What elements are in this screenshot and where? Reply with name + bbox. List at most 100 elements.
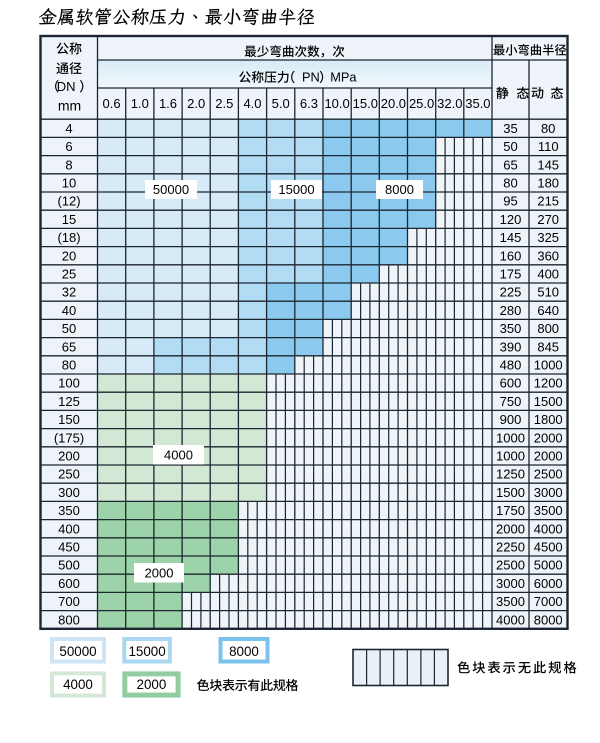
svg-text:1500: 1500 bbox=[534, 394, 563, 409]
svg-text:5000: 5000 bbox=[534, 558, 563, 573]
svg-text:mm: mm bbox=[58, 97, 81, 113]
svg-text:4000: 4000 bbox=[63, 677, 93, 692]
svg-text:100: 100 bbox=[58, 376, 80, 391]
svg-text:750: 750 bbox=[500, 394, 522, 409]
svg-text:50000: 50000 bbox=[59, 644, 96, 659]
svg-text:225: 225 bbox=[500, 285, 522, 300]
svg-text:200: 200 bbox=[58, 449, 80, 464]
svg-text:(18): (18) bbox=[57, 230, 80, 245]
svg-text:(175): (175) bbox=[54, 430, 84, 445]
svg-text:2000: 2000 bbox=[496, 521, 525, 536]
svg-text:1.6: 1.6 bbox=[159, 96, 177, 111]
svg-text:1800: 1800 bbox=[534, 412, 563, 427]
svg-text:1000: 1000 bbox=[534, 358, 563, 373]
svg-text:2.5: 2.5 bbox=[215, 96, 233, 111]
svg-text:4: 4 bbox=[65, 121, 72, 136]
svg-text:8000: 8000 bbox=[229, 644, 259, 659]
svg-text:1000: 1000 bbox=[496, 430, 525, 445]
svg-text:350: 350 bbox=[500, 321, 522, 336]
svg-text:3000: 3000 bbox=[534, 485, 563, 500]
svg-text:3000: 3000 bbox=[496, 576, 525, 591]
svg-text:160: 160 bbox=[500, 248, 522, 263]
svg-text:6000: 6000 bbox=[534, 576, 563, 591]
svg-text:32.0: 32.0 bbox=[437, 96, 462, 111]
svg-text:20.0: 20.0 bbox=[381, 96, 406, 111]
svg-text:(12): (12) bbox=[57, 194, 80, 209]
svg-text:5.0: 5.0 bbox=[272, 96, 290, 111]
svg-text:DN: DN bbox=[57, 79, 76, 94]
svg-text:50: 50 bbox=[62, 321, 76, 336]
svg-text:2500: 2500 bbox=[496, 558, 525, 573]
svg-text:MPa: MPa bbox=[330, 70, 357, 85]
svg-text:15000: 15000 bbox=[128, 644, 165, 659]
svg-text:25.0: 25.0 bbox=[409, 96, 434, 111]
svg-text:145: 145 bbox=[537, 157, 559, 172]
svg-text:10.0: 10.0 bbox=[324, 96, 349, 111]
svg-text:15000: 15000 bbox=[278, 182, 314, 197]
svg-text:95: 95 bbox=[503, 194, 517, 209]
svg-text:110: 110 bbox=[538, 139, 559, 154]
svg-text:4000: 4000 bbox=[534, 521, 563, 536]
svg-text:15: 15 bbox=[62, 212, 76, 227]
svg-text:175: 175 bbox=[500, 267, 522, 282]
svg-text:6.3: 6.3 bbox=[300, 96, 318, 111]
svg-text:2000: 2000 bbox=[534, 449, 563, 464]
svg-text:80: 80 bbox=[62, 358, 76, 373]
svg-text:400: 400 bbox=[58, 521, 80, 536]
svg-text:800: 800 bbox=[58, 612, 80, 627]
svg-text:350: 350 bbox=[58, 503, 80, 518]
svg-text:50: 50 bbox=[503, 139, 517, 154]
svg-text:500: 500 bbox=[58, 558, 80, 573]
svg-text:180: 180 bbox=[537, 176, 559, 191]
svg-text:640: 640 bbox=[537, 303, 559, 318]
svg-text:800: 800 bbox=[537, 321, 559, 336]
svg-text:50000: 50000 bbox=[153, 182, 189, 197]
svg-text:15.0: 15.0 bbox=[353, 96, 378, 111]
svg-text:7000: 7000 bbox=[534, 594, 563, 609]
svg-text:510: 510 bbox=[537, 285, 559, 300]
svg-text:125: 125 bbox=[58, 394, 80, 409]
svg-text:215: 215 bbox=[537, 194, 559, 209]
svg-text:900: 900 bbox=[500, 412, 522, 427]
svg-text:450: 450 bbox=[58, 540, 80, 555]
svg-text:1.0: 1.0 bbox=[131, 96, 149, 111]
svg-text:2000: 2000 bbox=[145, 565, 174, 580]
svg-text:4000: 4000 bbox=[496, 612, 525, 627]
svg-text:2.0: 2.0 bbox=[187, 96, 205, 111]
svg-text:400: 400 bbox=[537, 267, 559, 282]
svg-text:145: 145 bbox=[500, 230, 522, 245]
svg-text:80: 80 bbox=[503, 176, 517, 191]
svg-text:3500: 3500 bbox=[496, 594, 525, 609]
svg-text:10: 10 bbox=[62, 176, 76, 191]
svg-text:40: 40 bbox=[62, 303, 76, 318]
svg-text:120: 120 bbox=[500, 212, 522, 227]
svg-text:4000: 4000 bbox=[164, 447, 193, 462]
svg-text:1250: 1250 bbox=[496, 467, 525, 482]
svg-text:4500: 4500 bbox=[534, 540, 563, 555]
svg-text:2250: 2250 bbox=[496, 540, 525, 555]
svg-text:1000: 1000 bbox=[496, 449, 525, 464]
svg-text:25: 25 bbox=[62, 267, 76, 282]
svg-text:700: 700 bbox=[58, 594, 80, 609]
svg-text:360: 360 bbox=[537, 248, 559, 263]
svg-text:280: 280 bbox=[500, 303, 522, 318]
svg-text:2500: 2500 bbox=[534, 467, 563, 482]
svg-text:845: 845 bbox=[537, 339, 559, 354]
svg-text:3500: 3500 bbox=[534, 503, 563, 518]
svg-text:80: 80 bbox=[541, 121, 555, 136]
svg-text:35: 35 bbox=[503, 121, 517, 136]
svg-text:600: 600 bbox=[58, 576, 80, 591]
svg-text:PN: PN bbox=[302, 70, 320, 85]
svg-text:8000: 8000 bbox=[534, 612, 563, 627]
svg-text:8: 8 bbox=[65, 157, 72, 172]
svg-text:6: 6 bbox=[65, 139, 72, 154]
svg-text:8000: 8000 bbox=[385, 182, 414, 197]
svg-text:65: 65 bbox=[62, 339, 76, 354]
svg-text:300: 300 bbox=[58, 485, 80, 500]
svg-text:600: 600 bbox=[500, 376, 522, 391]
svg-text:325: 325 bbox=[537, 230, 559, 245]
svg-text:20: 20 bbox=[62, 248, 76, 263]
svg-text:0.6: 0.6 bbox=[103, 96, 121, 111]
svg-text:150: 150 bbox=[58, 412, 80, 427]
svg-text:1750: 1750 bbox=[496, 503, 525, 518]
